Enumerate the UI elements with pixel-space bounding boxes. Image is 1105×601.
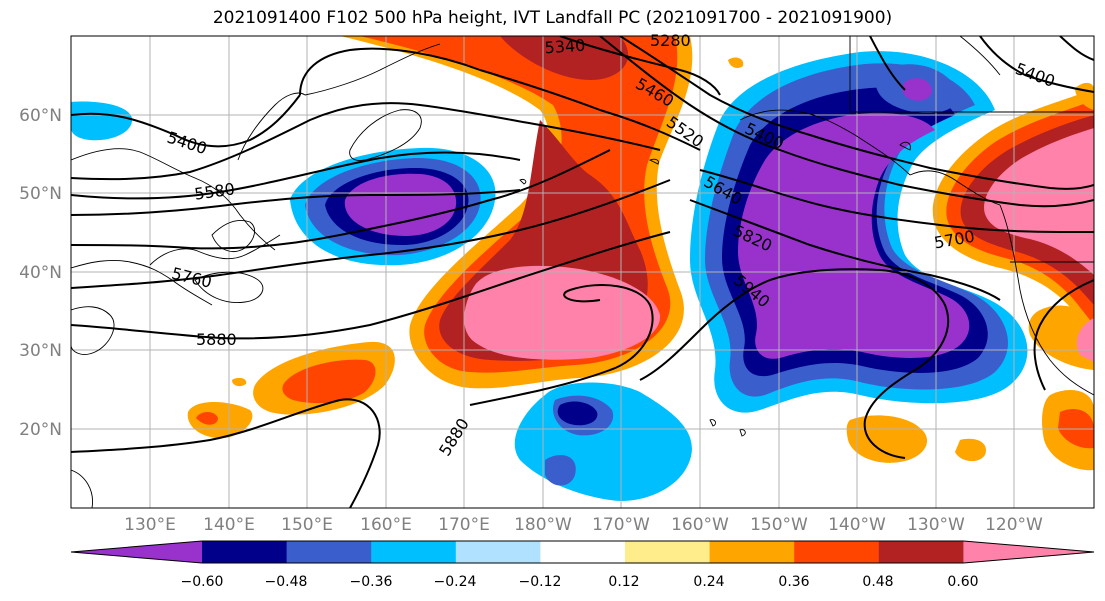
lon-label: 130°E (124, 515, 176, 535)
lon-label: 170°W (592, 515, 650, 535)
map-title: 2021091400 F102 500 hPa height, IVT Land… (212, 8, 893, 28)
colorbar-swatch (540, 541, 626, 563)
lon-label: 130°W (907, 515, 965, 535)
lon-label: 160°E (360, 515, 412, 535)
colorbar-swatch (878, 541, 964, 563)
lat-label: 60°N (19, 106, 62, 126)
lon-label: 120°W (985, 515, 1043, 535)
contour-label: 5340 (544, 36, 586, 58)
colorbar-tick-label: −0.48 (265, 574, 308, 590)
lon-label: 170°E (438, 515, 490, 535)
lon-label: 140°W (828, 515, 886, 535)
lon-label: 180°W (514, 515, 572, 535)
colorbar-swatch (963, 541, 1094, 563)
lat-label: 40°N (19, 263, 62, 283)
lon-label: 140°E (203, 515, 255, 535)
lon-label: 150°E (281, 515, 333, 535)
colorbar-swatch (625, 541, 711, 563)
contour-label: 5880 (196, 330, 237, 349)
colorbar-swatch (794, 541, 880, 563)
colorbar-tick-label: 0.24 (693, 574, 724, 590)
colorbar-swatch (202, 541, 288, 563)
colorbar-swatch (286, 541, 372, 563)
lat-label: 20°N (19, 420, 62, 440)
colorbar-tick-label: −0.36 (350, 574, 393, 590)
lat-label: 30°N (19, 341, 62, 361)
contour-label: 5280 (650, 31, 691, 50)
map-panel (71, 36, 1094, 508)
colorbar-tick-labels: −0.60 −0.48 −0.36 −0.24 −0.12 0.12 0.24 … (181, 574, 979, 590)
colorbar-tick-label: 0.36 (778, 574, 809, 590)
colorbar-swatch (71, 541, 202, 563)
longitude-labels: 130°E 140°E 150°E 160°E 170°E 180°W 170°… (124, 515, 1043, 535)
lat-label: 50°N (19, 184, 62, 204)
colorbar-tick-label: −0.60 (181, 574, 224, 590)
latitude-labels: 60°N 50°N 40°N 30°N 20°N (19, 106, 62, 440)
colorbar-tick-label: −0.24 (434, 574, 477, 590)
colorbar-tick-label: 0.48 (862, 574, 893, 590)
ivt-shading (71, 36, 1094, 501)
colorbar-tick-label: 0.60 (947, 574, 978, 590)
colorbar-swatch (455, 541, 541, 563)
lon-label: 150°W (750, 515, 808, 535)
colorbar-outline (70, 540, 1095, 564)
map-frame (70, 35, 1095, 509)
colorbar-tick-label: 0.12 (608, 574, 639, 590)
colorbar-swatch (709, 541, 795, 563)
lon-label: 160°W (671, 515, 729, 535)
colorbar-swatch (371, 541, 457, 563)
height-contours (71, 36, 1094, 508)
coastlines (71, 36, 1094, 508)
colorbar (70, 540, 1095, 564)
neg-blob-far-west (71, 101, 133, 141)
colorbar-tick-label: −0.12 (519, 574, 562, 590)
